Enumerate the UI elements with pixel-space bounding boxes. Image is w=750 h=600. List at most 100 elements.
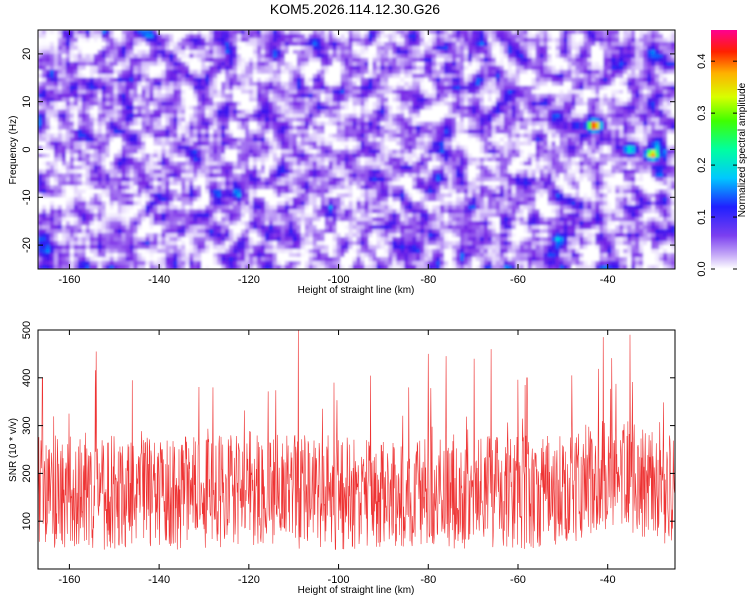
- heatmap-cell: [81, 97, 87, 103]
- heatmap-cell: [543, 85, 549, 91]
- heatmap-cell: [145, 109, 151, 115]
- heatmap-cell: [81, 77, 87, 83]
- heatmap-cell: [639, 89, 644, 95]
- heatmap-cell: [531, 33, 537, 39]
- heatmap-cell: [487, 93, 493, 99]
- heatmap-cell: [53, 109, 59, 115]
- heatmap-cell: [169, 129, 174, 135]
- heatmap-cell: [487, 57, 493, 63]
- heatmap-cell: [376, 149, 381, 155]
- heatmap-cell: [97, 121, 103, 127]
- heatmap-cell: [280, 45, 286, 51]
- heatmap-cell: [460, 37, 465, 43]
- heatmap-cell: [93, 145, 99, 151]
- heatmap-cell: [408, 53, 413, 59]
- heatmap-cell: [320, 109, 326, 115]
- heatmap-cell: [603, 37, 608, 43]
- heatmap-cell: [376, 113, 381, 119]
- heatmap-cell: [487, 65, 493, 71]
- heatmap-cell: [89, 30, 95, 35]
- heatmap-cell: [105, 109, 111, 115]
- heatmap-cell: [328, 121, 334, 127]
- heatmap-cell: [185, 93, 190, 99]
- heatmap-cell: [213, 65, 218, 71]
- heatmap-cell: [213, 141, 218, 147]
- heatmap-cell: [101, 113, 107, 119]
- heatmap-cell: [264, 133, 270, 139]
- heatmap-cell: [507, 53, 513, 59]
- heatmap-cell: [97, 113, 103, 119]
- heatmap-cell: [73, 49, 79, 55]
- heatmap-cell: [53, 141, 59, 147]
- heatmap-cell: [85, 129, 91, 135]
- heatmap-cell: [57, 77, 63, 83]
- heatmap-cell: [579, 49, 585, 55]
- heatmap-cell: [487, 61, 493, 67]
- heatmap-cell: [467, 121, 473, 127]
- heatmap-cell: [316, 53, 322, 59]
- heatmap-cell: [304, 49, 310, 55]
- heatmap-cell: [324, 93, 330, 99]
- heatmap-cell: [221, 129, 226, 135]
- heatmap-cell: [93, 53, 99, 59]
- heatmap-cell: [81, 101, 87, 107]
- heatmap-cell: [388, 61, 393, 67]
- heatmap-cell: [452, 30, 457, 35]
- heatmap-cell: [264, 101, 270, 107]
- heatmap-cell: [491, 137, 497, 143]
- heatmap-cell: [364, 81, 370, 87]
- heatmap-cell: [324, 49, 330, 55]
- heatmap-cell: [511, 105, 517, 111]
- heatmap-cell: [651, 73, 656, 79]
- heatmap-cell: [149, 57, 155, 63]
- heatmap-cell: [543, 69, 549, 75]
- heatmap-cell: [567, 137, 573, 143]
- heatmap-cell: [288, 137, 294, 143]
- heatmap-cell: [420, 125, 425, 131]
- heatmap-cell: [655, 89, 660, 95]
- heatmap-cell: [416, 97, 421, 103]
- heatmap-cell: [547, 145, 553, 151]
- heatmap-cell: [81, 129, 87, 135]
- heatmap-cell: [260, 137, 266, 143]
- heatmap-cell: [364, 57, 370, 63]
- heatmap-cell: [41, 73, 47, 79]
- heatmap-cell: [73, 37, 79, 43]
- heatmap-cell: [77, 109, 83, 115]
- heatmap-cell: [272, 49, 278, 55]
- heatmap-cell: [591, 30, 596, 35]
- heatmap-cell: [467, 77, 473, 83]
- heatmap-cell: [145, 81, 151, 87]
- heatmap-cell: [567, 41, 573, 47]
- heatmap-cell: [475, 109, 481, 115]
- heatmap-cell: [296, 77, 302, 83]
- heatmap-cell: [41, 93, 47, 99]
- heatmap-cell: [276, 133, 282, 139]
- heatmap-cell: [173, 65, 178, 71]
- heatmap-cell: [217, 121, 222, 127]
- heatmap-cell: [495, 97, 501, 103]
- heatmap-cell: [316, 33, 322, 39]
- heatmap-cell: [440, 61, 445, 67]
- heatmap-cell: [225, 89, 230, 95]
- heatmap-cell: [380, 53, 385, 59]
- heatmap-cell: [65, 137, 71, 143]
- heatmap-cell: [667, 57, 672, 63]
- heatmap-cell: [499, 45, 505, 51]
- heatmap-cell: [38, 57, 43, 63]
- heatmap-cell: [308, 97, 314, 103]
- heatmap-cell: [483, 129, 489, 135]
- heatmap-cell: [304, 53, 310, 59]
- heatmap-cell: [567, 53, 573, 59]
- heatmap-cell: [181, 121, 186, 127]
- heatmap-cell: [655, 117, 660, 123]
- heatmap-cell: [487, 113, 493, 119]
- heatmap-cell: [587, 57, 592, 63]
- heatmap-cell: [587, 69, 592, 75]
- heatmap-cell: [133, 49, 139, 55]
- heatmap-cell: [372, 101, 378, 107]
- heatmap-cell: [428, 93, 433, 99]
- heatmap-cell: [165, 97, 170, 103]
- heatmap-cell: [320, 121, 326, 127]
- heatmap-cell: [579, 137, 585, 143]
